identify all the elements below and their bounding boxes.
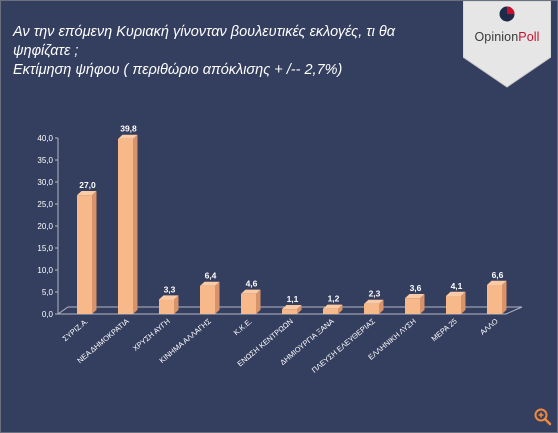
bar xyxy=(77,195,92,314)
bar xyxy=(159,299,174,314)
category-label: ΑΛΛΟ xyxy=(478,317,500,337)
bar-side xyxy=(256,289,261,314)
bar-side xyxy=(133,134,138,314)
data-label: 1,1 xyxy=(287,294,299,304)
y-tick-label: 0,0 xyxy=(42,310,54,319)
bar-top xyxy=(241,289,261,294)
bar-top xyxy=(405,294,425,299)
logo-text: OpinionPoll xyxy=(474,30,540,44)
chart-title: Αν την επόμενη Κυριακή γίνονταν βουλευτι… xyxy=(13,23,453,80)
bar xyxy=(446,295,461,314)
title-line-1: Αν την επόμενη Κυριακή γίνονταν βουλευτι… xyxy=(13,24,396,40)
y-tick-label: 35,0 xyxy=(37,156,53,165)
data-label: 3,3 xyxy=(164,284,176,294)
title-line-2: ψηφίζατε ; xyxy=(13,43,79,59)
floor-right-edge xyxy=(505,306,523,315)
bar-side xyxy=(502,280,507,314)
bar xyxy=(405,298,420,314)
data-label: 27,0 xyxy=(79,180,96,190)
y-tick-label: 10,0 xyxy=(37,266,53,275)
bar-top xyxy=(446,291,466,296)
y-tick-label: 40,0 xyxy=(37,134,53,143)
logo-segment-icon xyxy=(507,6,515,14)
data-label: 4,1 xyxy=(451,281,463,291)
bar xyxy=(241,293,256,314)
bar-side xyxy=(461,291,466,314)
bar-side xyxy=(297,305,302,314)
bar-side xyxy=(420,294,425,314)
data-label: 4,6 xyxy=(246,279,258,289)
y-tick-label: 5,0 xyxy=(42,288,54,297)
floor-edge xyxy=(57,306,69,315)
bar-top xyxy=(323,304,343,309)
logo-badge-shape xyxy=(462,0,552,88)
bar-side xyxy=(338,304,343,314)
bar xyxy=(282,309,297,314)
y-tick-label: 20,0 xyxy=(37,222,53,231)
bar xyxy=(200,285,215,314)
data-label: 3,6 xyxy=(410,283,422,293)
bar-top xyxy=(118,134,138,139)
title-line-3: Εκτίμηση ψήφου ( περιθώριο απόκλισης + /… xyxy=(13,62,343,78)
bar-top xyxy=(77,191,97,196)
zoom-in-icon[interactable] xyxy=(533,407,553,427)
category-label: ΜΕΡΑ 25 xyxy=(429,317,458,344)
data-label: 39,8 xyxy=(120,124,137,134)
bar-side xyxy=(92,191,97,314)
data-label: 6,6 xyxy=(492,270,504,280)
y-tick-label: 25,0 xyxy=(37,200,53,209)
bar-top xyxy=(487,280,507,285)
bar xyxy=(323,308,338,314)
category-label: Κ.Κ.Ε. xyxy=(232,317,254,338)
bar-side xyxy=(215,281,220,314)
bar xyxy=(364,303,379,314)
data-label: 6,4 xyxy=(205,271,217,281)
opinionpoll-logo: OpinionPoll xyxy=(462,0,552,89)
y-tick-label: 30,0 xyxy=(37,178,53,187)
bar xyxy=(118,138,133,314)
data-label: 1,2 xyxy=(328,294,340,304)
bar xyxy=(487,284,502,314)
y-tick-label: 15,0 xyxy=(37,244,53,253)
bar-top xyxy=(282,305,302,310)
category-label: ΧΡΥΣΗ ΑΥΓΗ xyxy=(131,317,172,353)
bar-top xyxy=(200,281,220,286)
data-label: 2,3 xyxy=(369,289,381,299)
bar-top xyxy=(364,299,384,304)
bar-side xyxy=(379,299,384,314)
bar-top xyxy=(159,295,179,300)
category-label: ΣΥΡΙΖ.Α. xyxy=(61,317,90,343)
bar-side xyxy=(174,295,179,314)
